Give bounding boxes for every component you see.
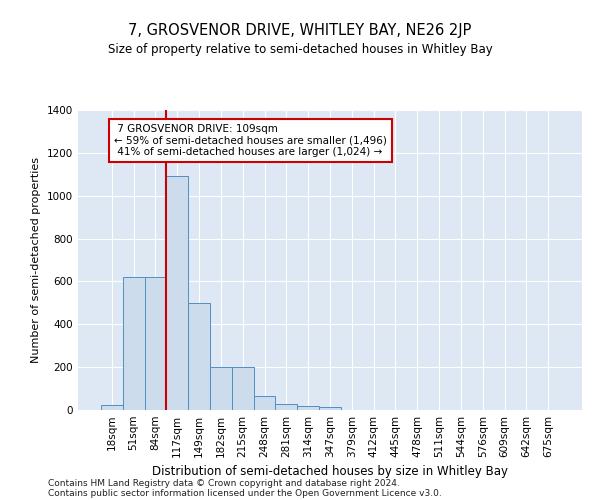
Text: 7 GROSVENOR DRIVE: 109sqm
← 59% of semi-detached houses are smaller (1,496)
 41%: 7 GROSVENOR DRIVE: 109sqm ← 59% of semi-…: [114, 124, 387, 157]
Text: Contains public sector information licensed under the Open Government Licence v3: Contains public sector information licen…: [48, 488, 442, 498]
X-axis label: Distribution of semi-detached houses by size in Whitley Bay: Distribution of semi-detached houses by …: [152, 466, 508, 478]
Text: 7, GROSVENOR DRIVE, WHITLEY BAY, NE26 2JP: 7, GROSVENOR DRIVE, WHITLEY BAY, NE26 2J…: [128, 22, 472, 38]
Bar: [275, 404, 297, 410]
Bar: [145, 277, 166, 410]
Y-axis label: Number of semi-detached properties: Number of semi-detached properties: [31, 157, 41, 363]
Bar: [297, 406, 319, 410]
Text: Size of property relative to semi-detached houses in Whitley Bay: Size of property relative to semi-detach…: [107, 42, 493, 56]
Text: Contains HM Land Registry data © Crown copyright and database right 2024.: Contains HM Land Registry data © Crown c…: [48, 478, 400, 488]
Bar: [210, 367, 232, 410]
Bar: [232, 367, 254, 410]
Bar: [101, 404, 123, 410]
Bar: [188, 303, 210, 410]
Bar: [254, 396, 275, 410]
Bar: [166, 176, 188, 410]
Bar: [319, 407, 341, 410]
Bar: [123, 277, 145, 410]
